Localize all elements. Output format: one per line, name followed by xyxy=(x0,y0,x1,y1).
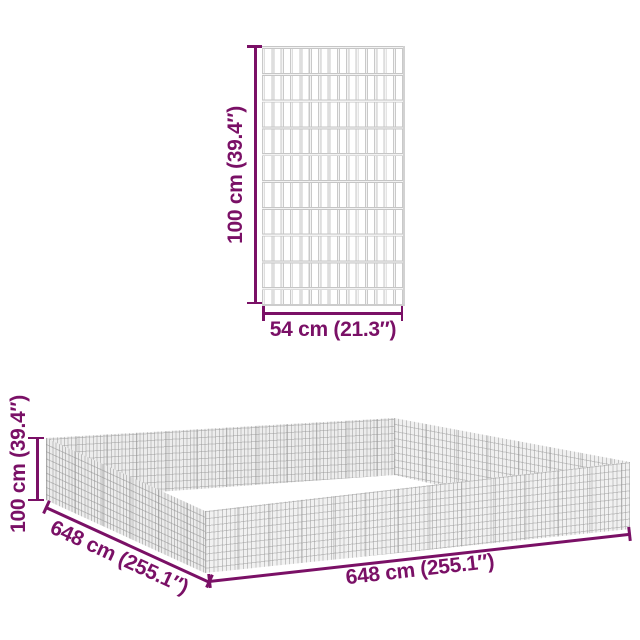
panel-width-label: 54 cm (21.3″) xyxy=(269,317,397,341)
mesh-panel xyxy=(262,46,405,306)
enclosure-height-dimension-line xyxy=(36,438,39,500)
panel-width-dimension-line xyxy=(263,312,403,315)
dimension-tick xyxy=(28,436,44,440)
dimension-tick xyxy=(28,498,44,502)
dimension-tick xyxy=(247,45,262,48)
dimension-tick xyxy=(247,301,262,304)
panel-height-dimension-line xyxy=(254,46,257,304)
enclosure-height-label: 100 cm (39.4″) xyxy=(7,395,30,533)
dimension-tick xyxy=(400,305,403,321)
dimension-tick xyxy=(626,526,632,542)
dimension-tick xyxy=(262,305,265,321)
panel-height-label: 100 cm (39.4″) xyxy=(224,106,247,244)
